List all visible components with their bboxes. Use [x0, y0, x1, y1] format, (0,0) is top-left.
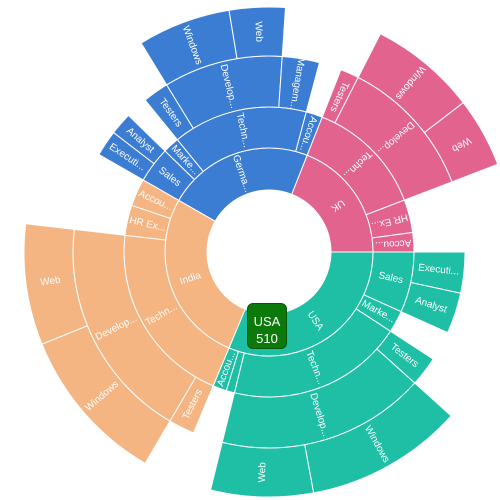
- tooltip-name: USA: [253, 314, 281, 329]
- segment-node-germany-technical-developers-web[interactable]: [228, 6, 287, 60]
- tooltip: USA 510: [247, 303, 287, 349]
- label-node-usa-sales: Sales: [377, 270, 404, 286]
- label-node-usa-sales-executive: Executi...: [418, 262, 460, 277]
- tooltip-value: 510: [256, 331, 278, 346]
- label-node-germany-technical-developers-web: Web: [252, 21, 264, 42]
- label-node-uk-accounts: Accou...: [375, 237, 412, 250]
- segment-node-uk-technical-developers-web[interactable]: [423, 101, 499, 183]
- segment-node-usa-technical-developers-web[interactable]: [209, 441, 315, 498]
- segment-node-india-technical-developers-web[interactable]: [23, 223, 89, 345]
- segment-node-uk-accounts[interactable]: [371, 231, 415, 253]
- label-node-india-technical-developers-web: Web: [40, 275, 62, 289]
- label-node-usa-technical-developers-web: Web: [257, 462, 269, 483]
